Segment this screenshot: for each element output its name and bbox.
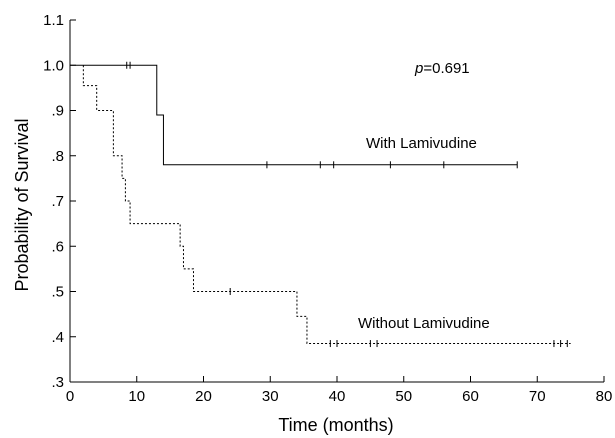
x-tick-label: 60: [462, 388, 479, 405]
x-tick-label: 50: [395, 388, 412, 405]
x-tick-label: 40: [329, 388, 346, 405]
y-tick-label: .5: [51, 284, 64, 301]
series-group: [70, 61, 571, 348]
series-line-without-lamivudine: [82, 65, 571, 345]
series-label-with-lamivudine: With Lamivudine: [366, 135, 477, 152]
series-label-without-lamivudine: Without Lamivudine: [358, 315, 490, 332]
y-tick-label: .6: [51, 238, 64, 255]
axis-ticks: 0 10 20 30 40 50 60 70 80 .3 .4 .5 .6 .7 .8 .9 1.0 1.1: [43, 12, 612, 405]
y-tick-label: .7: [51, 193, 64, 210]
p-value-text: =0.691: [423, 60, 469, 77]
y-tick-label: 1.0: [43, 57, 64, 74]
y-tick-label: .4: [51, 329, 64, 346]
x-axis-title: Time (months): [278, 415, 393, 435]
y-axis-title: Probability of Survival: [12, 118, 32, 291]
x-tick-label: 10: [128, 388, 145, 405]
p-value-annotation: p=0.691: [414, 60, 470, 77]
x-tick-label: 30: [262, 388, 279, 405]
y-tick-label: .8: [51, 148, 64, 165]
x-tick-label: 0: [66, 388, 74, 405]
x-tick-label: 70: [529, 388, 546, 405]
p-value-symbol: p: [414, 60, 423, 77]
series-line-with-lamivudine: [70, 64, 518, 166]
x-tick-label: 20: [195, 388, 212, 405]
y-tick-label: 1.1: [43, 12, 64, 29]
y-tick-label: .3: [51, 374, 64, 391]
x-tick-label: 80: [596, 388, 613, 405]
y-tick-label: .9: [51, 103, 64, 120]
